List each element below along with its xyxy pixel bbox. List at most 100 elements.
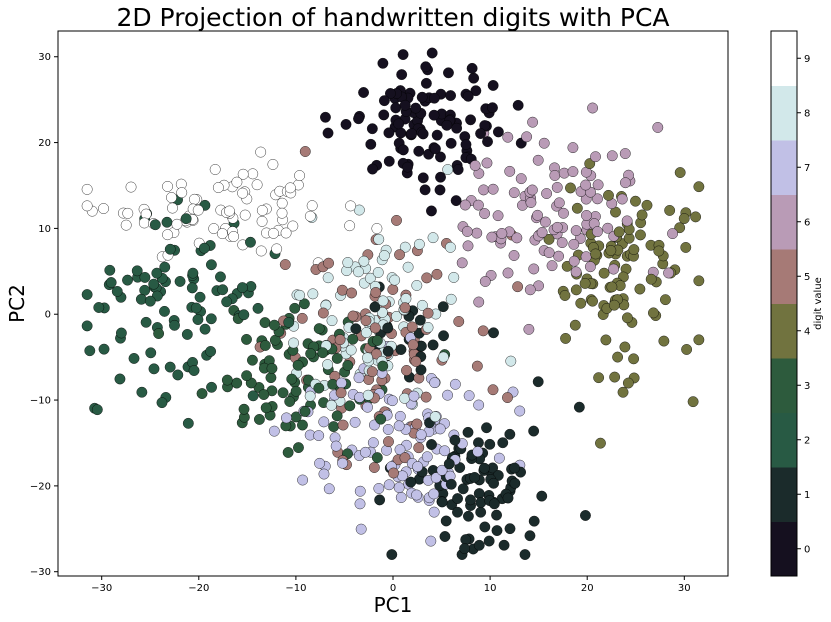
- scatter-point-digit-4: [605, 245, 617, 256]
- scatter-point-digit-5: [346, 287, 357, 299]
- scatter-point-digit-3: [344, 400, 356, 412]
- scatter-point-digit-1: [475, 506, 487, 518]
- scatter-point-digit-1: [374, 494, 386, 506]
- scatter-point-digit-7: [281, 412, 292, 424]
- scatter-point-digit-8: [378, 250, 390, 261]
- scatter-point-digit-2: [186, 282, 198, 294]
- scatter-point-digit-1: [443, 458, 455, 470]
- colorbar: 0 1 2 3 4 5 6 7 8 9: [770, 30, 810, 577]
- scatter-point-digit-1: [386, 549, 398, 560]
- scatter-point-digit-8: [294, 289, 306, 301]
- scatter-point-digit-9: [138, 217, 150, 229]
- scatter-point-digit-4: [693, 275, 705, 287]
- scatter-point-digit-1: [426, 439, 437, 450]
- scatter-point-digit-9: [81, 200, 93, 212]
- scatter-point-digit-3: [153, 328, 165, 339]
- scatter-point-digit-2: [151, 267, 163, 279]
- scatter-point-digit-6: [592, 179, 604, 191]
- scatter-point-digit-2: [169, 319, 180, 331]
- scatter-point-digit-7: [463, 390, 475, 402]
- scatter-point-digit-2: [181, 329, 193, 340]
- scatter-point-digit-8: [402, 261, 414, 273]
- scatter-point-digit-7: [442, 389, 453, 401]
- scatter-point-digit-5: [512, 281, 524, 293]
- scatter-point-digit-1: [504, 523, 516, 535]
- scatter-point-digit-7: [439, 445, 451, 457]
- scatter-point-digit-5: [431, 268, 443, 280]
- scatter-point-digit-1: [528, 425, 540, 437]
- scatter-point-digit-9: [371, 223, 383, 234]
- scatter-point-digit-7: [323, 483, 335, 495]
- x-tick-label: 20: [581, 583, 594, 594]
- scatter-point-digit-8: [358, 255, 370, 267]
- scatter-point-digit-9: [256, 215, 268, 227]
- scatter-point-digit-5: [369, 322, 381, 334]
- scatter-point-digit-1: [478, 462, 490, 474]
- scatter-point-digit-6: [461, 226, 473, 237]
- scatter-point-digit-6: [504, 165, 516, 177]
- scatter-point-digit-0: [383, 127, 395, 139]
- scatter-point-digit-6: [478, 184, 489, 196]
- scatter-point-digit-1: [445, 478, 457, 490]
- scatter-point-digit-2: [111, 286, 123, 297]
- scatter-point-digit-0: [395, 127, 407, 139]
- scatter-point-digit-2: [182, 417, 194, 429]
- scatter-point-digit-9: [231, 176, 243, 188]
- colorbar-tick-label: 2: [804, 435, 810, 446]
- scatter-point-digit-9: [167, 202, 178, 214]
- scatter-point-digit-1: [473, 488, 485, 499]
- scatter-point-digit-4: [587, 295, 598, 307]
- scatter-point-digit-7: [430, 472, 442, 484]
- scatter-point-digit-6: [508, 187, 520, 199]
- scatter-point-digit-6: [570, 266, 582, 278]
- scatter-point-digit-9: [344, 220, 356, 232]
- scatter-point-digit-7: [411, 489, 423, 501]
- scatter-point-digit-3: [286, 373, 298, 385]
- scatter-point-digit-3: [313, 323, 325, 334]
- scatter-point-digit-2: [81, 320, 93, 332]
- scatter-point-digit-1: [536, 490, 548, 502]
- scatter-points: [81, 47, 705, 560]
- scatter-point-digit-9: [189, 193, 200, 205]
- scatter-point-digit-4: [690, 211, 701, 223]
- scatter-point-digit-2: [192, 314, 204, 325]
- scatter-point-digit-6: [553, 197, 565, 209]
- scatter-point-digit-6: [479, 276, 491, 287]
- scatter-point-digit-7: [268, 425, 280, 437]
- scatter-point-digit-4: [571, 202, 583, 214]
- scatter-point-digit-6: [568, 238, 580, 250]
- scatter-point-digit-3: [259, 340, 271, 351]
- scatter-point-digit-7: [393, 420, 405, 432]
- x-tick-label: −30: [91, 583, 112, 594]
- scatter-point-digit-7: [362, 401, 373, 413]
- scatter-point-digit-2: [131, 265, 143, 277]
- scatter-point-digit-9: [192, 204, 204, 216]
- scatter-point-digit-5: [399, 452, 411, 464]
- scatter-point-digit-4: [622, 377, 634, 389]
- scatter-point-digit-0: [353, 113, 364, 125]
- scatter-point-digit-7: [394, 410, 406, 422]
- scatter-point-digit-3: [292, 359, 304, 371]
- y-tick-label: −30: [30, 567, 51, 578]
- scatter-point-digit-7: [353, 372, 365, 384]
- scatter-point-digit-1: [452, 506, 463, 518]
- scatter-point-digit-0: [470, 85, 482, 97]
- scatter-point-digit-5: [337, 419, 349, 431]
- scatter-point-digit-6: [469, 160, 481, 171]
- colorbar-border: [770, 30, 798, 577]
- scatter-point-digit-3: [297, 419, 308, 431]
- scatter-point-digit-4: [560, 333, 571, 344]
- scatter-point-digit-1: [528, 515, 540, 527]
- scatter-point-digit-6: [543, 247, 555, 259]
- scatter-point-digit-1: [524, 530, 536, 542]
- scatter-point-digit-7: [354, 498, 366, 510]
- scatter-point-digit-8: [288, 337, 299, 349]
- scatter-point-digit-4: [593, 372, 605, 384]
- y-tick-label: −10: [30, 396, 51, 407]
- scatter-point-digit-3: [266, 363, 278, 374]
- x-tick-label: 30: [678, 583, 691, 594]
- scatter-point-digit-6: [581, 210, 592, 221]
- x-tick-label: 10: [484, 583, 497, 594]
- colorbar-tick-label: 6: [804, 217, 810, 228]
